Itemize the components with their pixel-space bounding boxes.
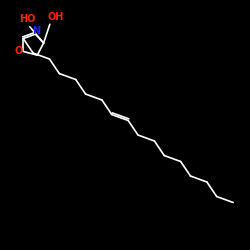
Text: HO: HO xyxy=(19,14,35,24)
Text: OH: OH xyxy=(47,12,64,22)
Text: N: N xyxy=(32,26,41,36)
Text: O: O xyxy=(15,46,23,56)
